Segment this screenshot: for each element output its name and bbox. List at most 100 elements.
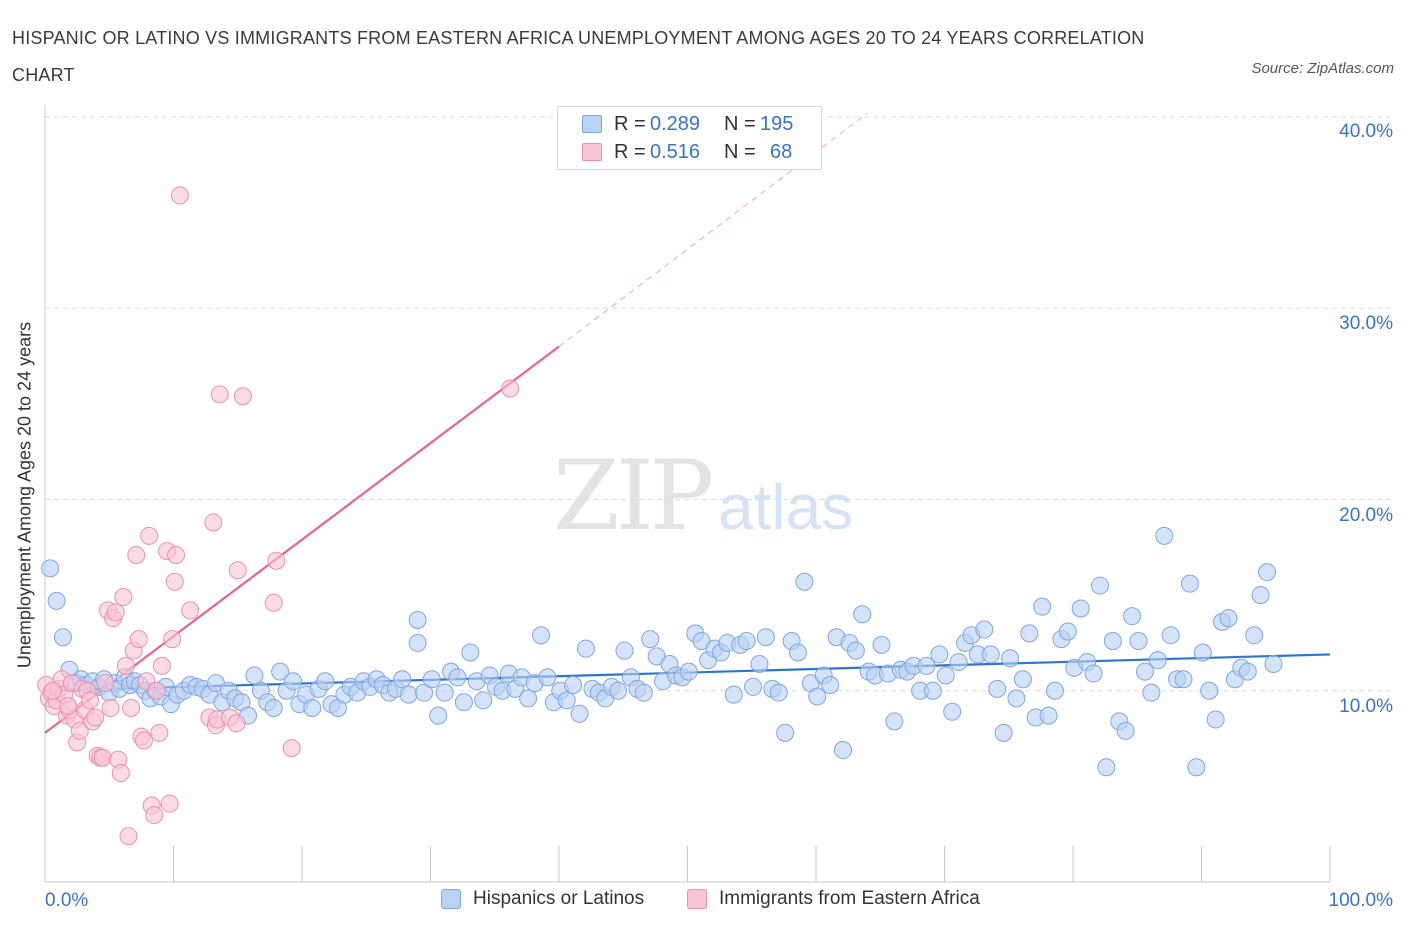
hispanics-point	[519, 689, 538, 708]
hispanics-point	[415, 683, 434, 702]
hispanics-point	[853, 605, 872, 624]
hispanics-point	[1264, 654, 1283, 673]
hispanics-point	[1123, 607, 1142, 626]
eastern-africa-point	[59, 697, 78, 716]
legend-item-hispanics[interactable]: Hispanics or Latinos	[441, 888, 644, 910]
hispanics-point	[1219, 609, 1238, 628]
hispanics-point	[408, 633, 427, 652]
eastern-africa-point	[167, 545, 186, 564]
hispanics-point	[1084, 664, 1103, 683]
hispanics-point	[461, 643, 480, 662]
y-tick-label: 10.0%	[1339, 696, 1393, 717]
eastern-africa-point	[101, 698, 120, 717]
eastern-africa-point	[111, 763, 130, 782]
hispanics-point	[1251, 586, 1270, 605]
watermark-zip: ZIP	[553, 440, 714, 552]
hispanics-point	[1071, 599, 1090, 618]
eastern-africa-point	[114, 588, 133, 607]
hispanics-point	[47, 591, 66, 610]
legend-label: Immigrants from Eastern Africa	[719, 888, 980, 909]
hispanics-point	[833, 741, 852, 760]
eastern-africa-point	[165, 572, 184, 591]
hispanics-point	[795, 572, 814, 591]
eastern-africa-point	[86, 708, 105, 727]
r-value: 0.516	[650, 140, 701, 163]
n-value: 68	[770, 140, 793, 163]
hispanics-point	[564, 676, 583, 695]
hispanics-point	[422, 670, 441, 689]
x-tick-label-max: 100.0%	[1328, 890, 1393, 911]
hispanics-point	[737, 632, 756, 651]
eastern-africa-point	[170, 186, 189, 205]
n-value: 195	[760, 112, 794, 135]
hispanics-point	[1193, 643, 1212, 662]
hispanics-point	[1180, 574, 1199, 593]
hispanics-point	[750, 654, 769, 673]
hispanics-point	[474, 691, 493, 710]
r-label: R =	[614, 112, 646, 135]
hispanics-point	[1097, 758, 1116, 777]
hispanics-point	[1020, 624, 1039, 643]
eastern-africa-point	[122, 698, 141, 717]
eastern-africa-point	[119, 827, 138, 846]
eastern-africa-point	[282, 739, 301, 758]
eastern-africa-point	[140, 526, 159, 545]
hispanics-point	[429, 706, 448, 725]
hispanics-point	[1238, 662, 1257, 681]
hispanics-point	[1129, 632, 1148, 651]
eastern-africa-point	[163, 630, 182, 649]
hispanics-point	[634, 683, 653, 702]
hispanics-point	[41, 559, 60, 578]
eastern-africa-point	[204, 513, 223, 532]
eastern-africa-point	[501, 379, 520, 398]
hispanics-point	[576, 639, 595, 658]
hispanics-point	[930, 645, 949, 664]
hispanics-point	[609, 681, 628, 700]
hispanics-point	[988, 679, 1007, 698]
eastern-africa-point	[160, 794, 179, 813]
hispanics-point	[615, 641, 634, 660]
hispanics-point	[1090, 576, 1109, 595]
hispanics-point	[1155, 526, 1174, 545]
legend-item-eastern-africa[interactable]: Immigrants from Eastern Africa	[687, 888, 980, 910]
hispanics-point	[53, 628, 72, 647]
y-axis-label: Unemployment Among Ages 20 to 24 years	[14, 321, 35, 669]
hispanics-point	[1058, 622, 1077, 641]
hispanics-point	[399, 685, 418, 704]
hispanics-point	[724, 685, 743, 704]
eastern-africa-point	[129, 630, 148, 649]
watermark-atlas: atlas	[718, 471, 854, 543]
y-tick-label: 40.0%	[1339, 121, 1393, 142]
eastern-africa-point	[70, 721, 89, 740]
hispanics-point	[538, 668, 557, 687]
eastern-africa-point	[96, 674, 115, 693]
hispanics-point	[923, 681, 942, 700]
hispanics-point	[454, 693, 473, 712]
pink-swatch-icon	[582, 143, 602, 161]
hispanics-point	[435, 683, 454, 702]
eastern-africa-point	[147, 681, 166, 700]
hispanics-point	[393, 670, 412, 689]
eastern-africa-point	[264, 593, 283, 612]
hispanics-point	[1258, 563, 1277, 582]
hispanics-point	[557, 691, 576, 710]
hispanics-point	[245, 666, 264, 685]
hispanics-point	[1033, 597, 1052, 616]
hispanics-point	[1001, 649, 1020, 668]
hispanics-point	[1206, 710, 1225, 729]
hispanics-point	[943, 702, 962, 721]
pink-swatch-icon	[687, 889, 707, 909]
hispanics-point	[789, 643, 808, 662]
eastern-africa-point	[93, 748, 112, 767]
hispanics-point	[264, 698, 283, 717]
hispanics-point	[1148, 651, 1167, 670]
eastern-africa-point	[227, 714, 246, 733]
hispanics-point	[408, 610, 427, 629]
hispanics-point	[532, 626, 551, 645]
eastern-africa-point	[228, 561, 247, 580]
hispanics-point	[1142, 683, 1161, 702]
chart-title: HISPANIC OR LATINO VS IMMIGRANTS FROM EA…	[12, 28, 1145, 85]
hispanics-point	[1161, 626, 1180, 645]
hispanics-point	[917, 656, 936, 675]
